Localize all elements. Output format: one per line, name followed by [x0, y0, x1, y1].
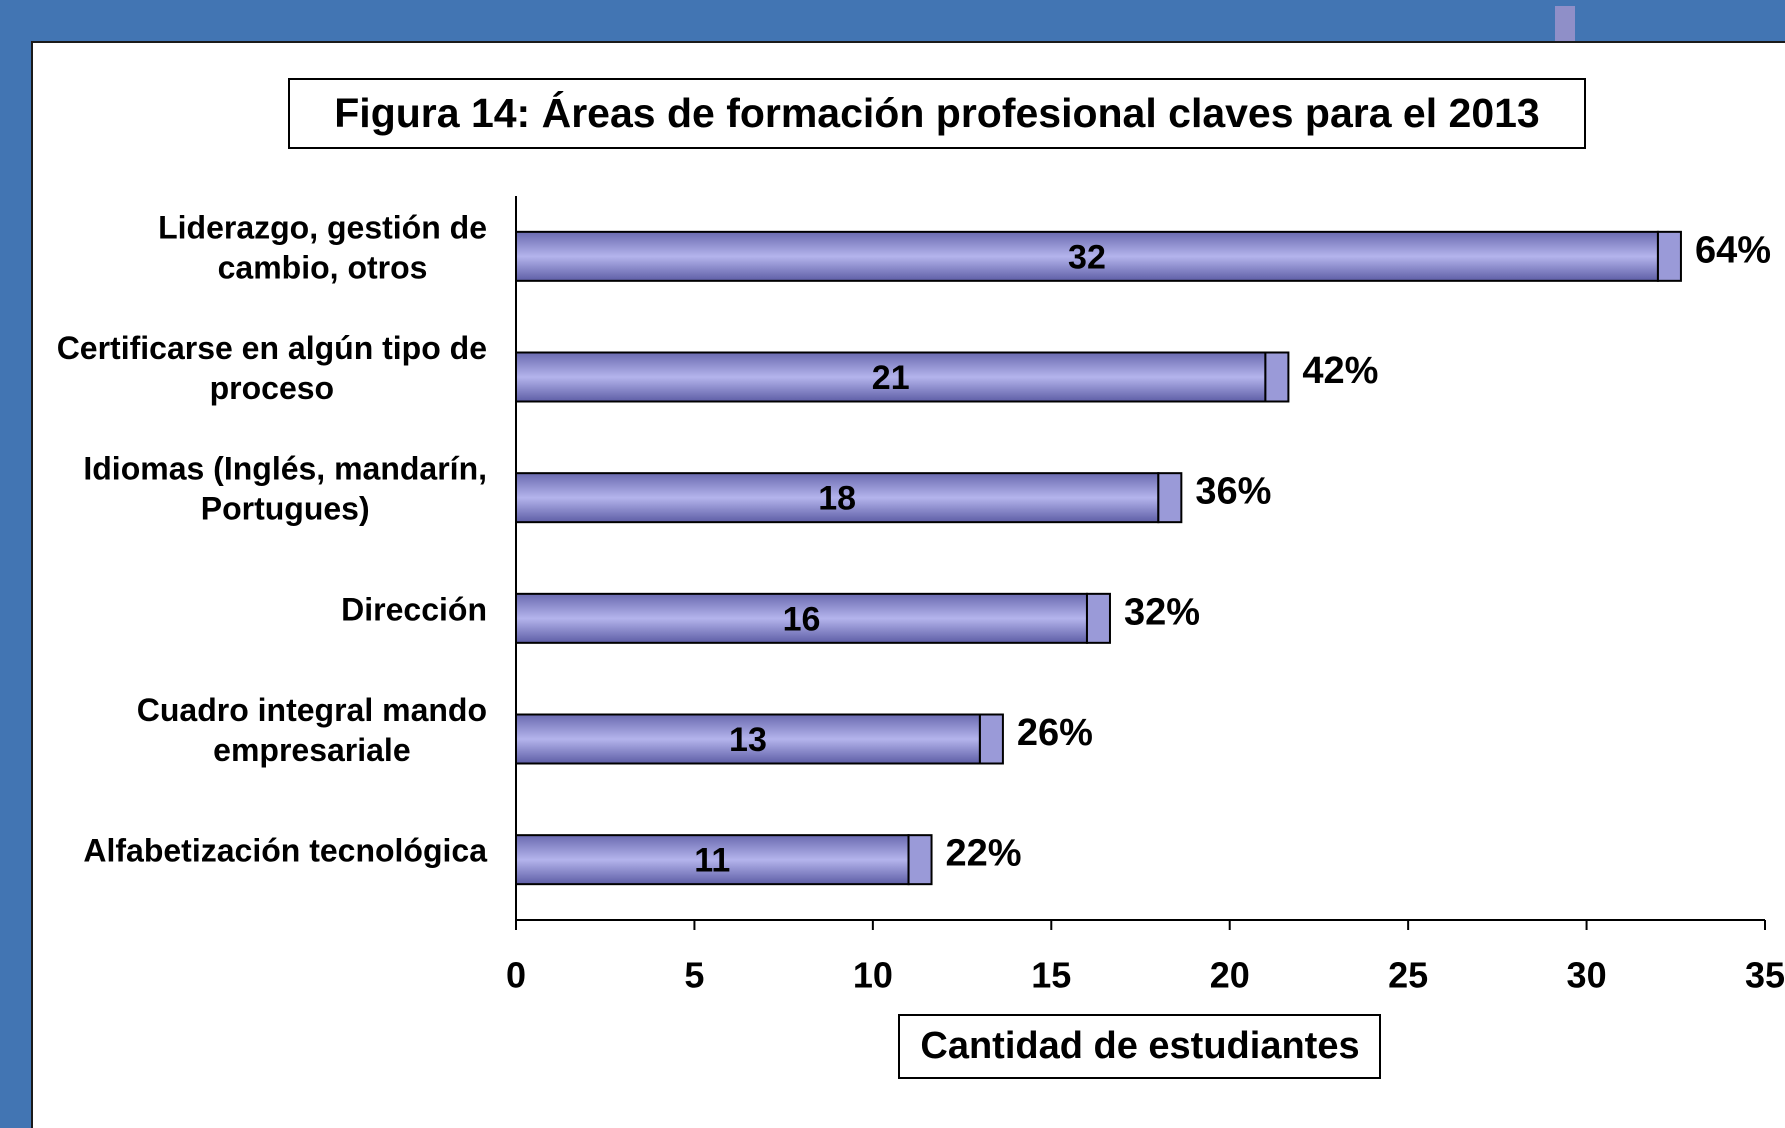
chart-title: Figura 14: Áreas de formación profesiona…	[334, 90, 1539, 136]
share-label: 22%	[946, 833, 1022, 875]
value-label: 11	[694, 842, 730, 880]
bar	[515, 351, 1267, 403]
value-label: 21	[872, 359, 910, 397]
x-tick-label: 30	[1567, 955, 1607, 996]
x-tick-label: 25	[1388, 955, 1428, 996]
bar-cap	[978, 713, 1004, 765]
y-tick-label-line: Liderazgo, gestión de	[158, 210, 487, 246]
y-tick-label: Cuadro integral mando empresariale	[137, 692, 487, 768]
value-label: 32	[1068, 238, 1106, 276]
y-tick-label-line: Alfabetización tecnológica	[83, 833, 487, 869]
y-tick-label: Liderazgo, gestión de cambio, otros	[158, 210, 487, 286]
y-tick-label-line: Certificarse en algún tipo de	[57, 330, 487, 366]
bar	[515, 834, 910, 886]
bar	[515, 472, 1160, 524]
bar-cap	[907, 834, 933, 886]
y-tick-label-line: Portugues)	[201, 491, 370, 527]
value-label: 16	[783, 600, 821, 638]
panel	[31, 41, 1785, 1128]
y-tick-label-line: empresariale	[213, 732, 410, 768]
x-tick-label: 20	[1210, 955, 1250, 996]
bar	[515, 230, 1659, 282]
share-label: 36%	[1195, 471, 1271, 513]
x-tick-label: 15	[1031, 955, 1071, 996]
y-tick-label-line: proceso	[210, 370, 334, 406]
share-label: 42%	[1302, 350, 1378, 392]
title-box	[288, 78, 1586, 149]
y-tick-label-line: Dirección	[341, 592, 487, 628]
y-tick-label: Dirección	[341, 592, 487, 628]
y-tick-label-line: Idiomas (Inglés, mandarín,	[83, 451, 487, 487]
value-label: 18	[818, 480, 856, 518]
share-label: 26%	[1017, 712, 1093, 754]
y-tick-label-line: Cuadro integral mando	[137, 692, 487, 728]
value-label: 13	[729, 721, 767, 759]
x-label-box	[898, 1014, 1381, 1079]
bar-cap	[1264, 351, 1290, 403]
x-tick-label: 5	[684, 955, 704, 996]
x-tick-label: 10	[853, 955, 893, 996]
bar-cap	[1085, 592, 1111, 644]
bar-cap	[1656, 230, 1682, 282]
x-tick-label: 0	[506, 955, 526, 996]
y-tick-label: Certificarse en algún tipo de proceso	[57, 330, 487, 406]
y-tick-label-line: cambio, otros	[218, 250, 428, 286]
y-tick-label: Idiomas (Inglés, mandarín, Portugues)	[83, 451, 487, 527]
bar-cap	[1157, 472, 1183, 524]
share-label: 64%	[1695, 229, 1771, 271]
y-tick-label: Alfabetización tecnológica	[83, 833, 487, 869]
bar	[515, 713, 981, 765]
x-tick-label: 35	[1745, 955, 1785, 996]
share-label: 32%	[1124, 591, 1200, 633]
decoration	[1555, 6, 1575, 42]
x-axis-label: Cantidad de estudiantes	[920, 1025, 1359, 1067]
